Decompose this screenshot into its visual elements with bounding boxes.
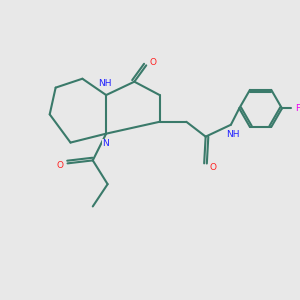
Text: O: O — [210, 163, 217, 172]
Text: O: O — [149, 58, 156, 67]
Text: N: N — [102, 139, 109, 148]
Text: O: O — [57, 161, 64, 170]
Text: NH: NH — [226, 130, 239, 139]
Text: F: F — [295, 104, 300, 113]
Text: NH: NH — [98, 79, 111, 88]
